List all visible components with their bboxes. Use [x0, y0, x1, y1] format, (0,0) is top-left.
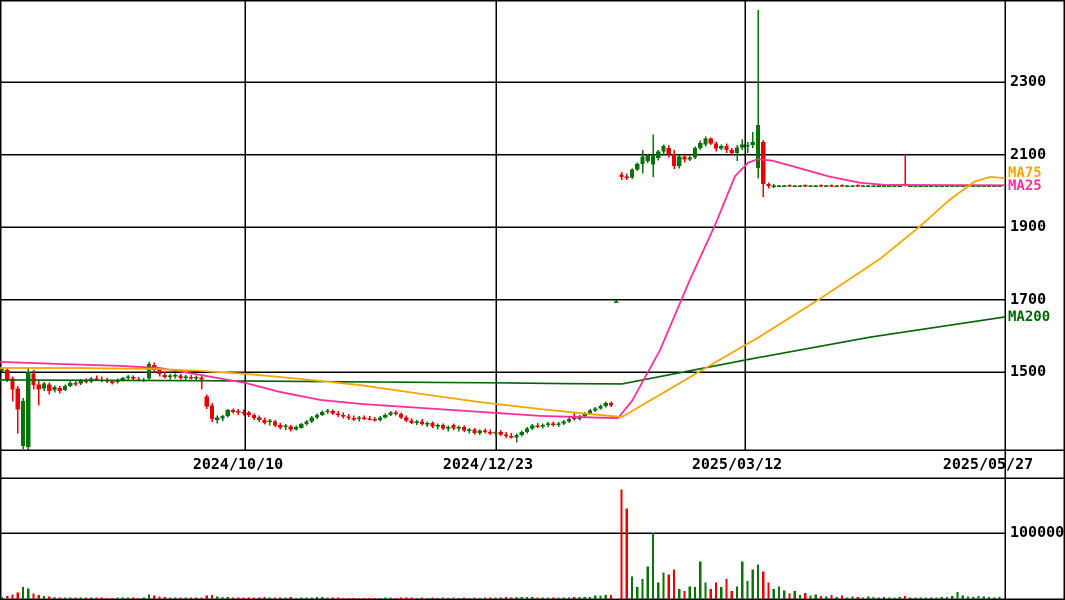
ma200-legend-label: MA200	[1008, 309, 1051, 325]
date-axis-tick: 2024/12/23	[442, 455, 534, 473]
price-axis-tick: 2300	[1010, 72, 1047, 90]
date-axis-tick: 2025/03/12	[691, 455, 783, 473]
price-axis-tick: 1900	[1010, 217, 1047, 235]
date-axis-tick: 2025/05/27	[942, 455, 1034, 473]
price-axis-tick: 1700	[1010, 289, 1047, 308]
volume-axis-tick: 100000	[1010, 523, 1065, 541]
price-axis-tick: 2100	[1010, 144, 1047, 163]
price-axis-tick: 1500	[1010, 362, 1047, 380]
date-axis-tick: 2024/10/10	[192, 455, 284, 473]
ma75-legend-label: MA75	[1008, 165, 1042, 181]
ma25-legend-label: MA25	[1008, 178, 1042, 194]
